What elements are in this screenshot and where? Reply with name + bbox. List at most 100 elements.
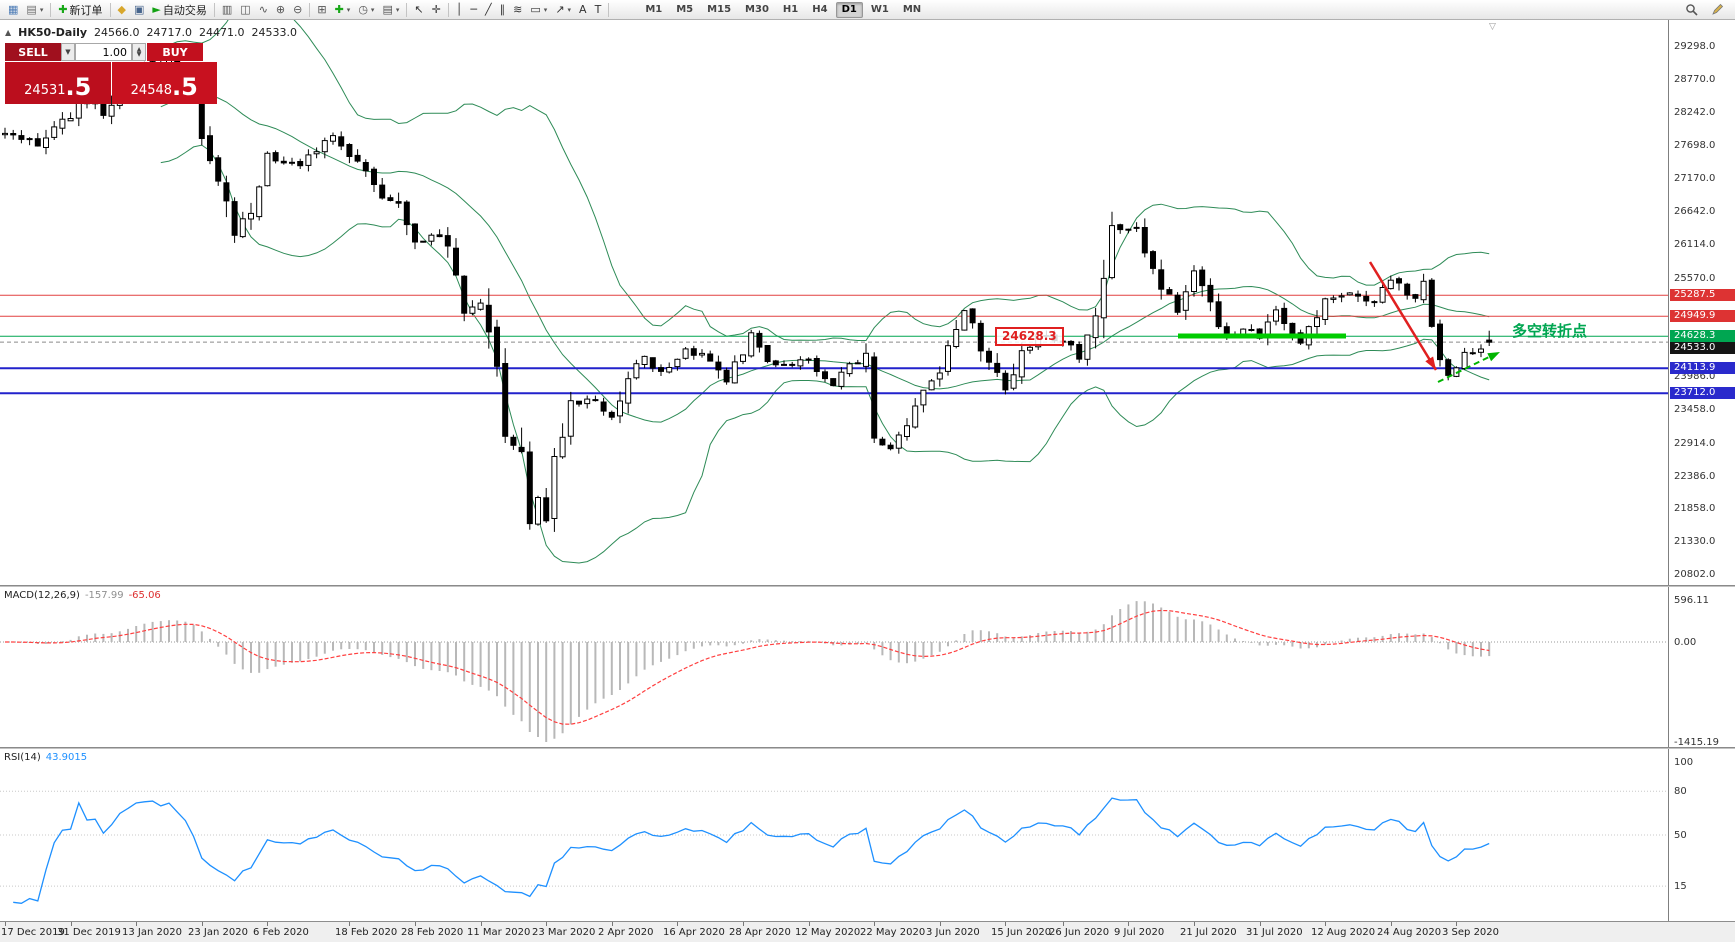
sell-button[interactable]: SELL <box>5 43 61 61</box>
timeframe-m15-button[interactable]: M15 <box>707 4 732 15</box>
chevron-up-icon: ▲ <box>136 46 142 53</box>
price-tick-label: 26114.0 <box>1674 239 1716 250</box>
template-icon: ▤ <box>382 3 393 16</box>
price-callout[interactable]: 24628.3 <box>995 327 1064 346</box>
chart-drawings[interactable] <box>1178 261 1500 383</box>
arrows-button[interactable]: ↗ ▾ <box>551 1 575 18</box>
date-label: 12 May 2020 <box>795 927 861 938</box>
candle <box>936 366 943 387</box>
macd-canvas[interactable] <box>0 587 1668 747</box>
price-tick-label: 27170.0 <box>1674 173 1716 184</box>
bar-chart-button[interactable]: ▥ <box>218 1 236 18</box>
bollinger-upper-band[interactable] <box>160 20 1490 341</box>
candle <box>264 151 271 187</box>
volume-dropdown-button[interactable]: ▼ <box>61 43 75 61</box>
candle <box>707 350 714 362</box>
tile-windows-button[interactable]: ⊞ <box>313 1 330 18</box>
horizontal-line-button[interactable]: ─ <box>466 1 481 18</box>
fibonacci-button[interactable]: ≋ <box>509 1 526 18</box>
quick-edit-button[interactable] <box>1707 1 1728 18</box>
bollinger-lower-band[interactable] <box>160 144 1490 564</box>
rsi-canvas[interactable] <box>0 749 1668 921</box>
candle <box>1125 228 1132 234</box>
date-label: 17 Dec 2019 <box>1 927 65 938</box>
bollinger-middle-band[interactable] <box>160 93 1490 423</box>
candlestick-chart-button[interactable]: ◫ <box>236 1 254 18</box>
periods-button[interactable]: ◷ ▾ <box>354 1 378 18</box>
price-scale[interactable]: 29298.0 28770.0 28242.0 27698.0 27170.0 26642… <box>1668 20 1735 921</box>
indicators-button[interactable]: ✚ ▾ <box>331 1 355 18</box>
zoom-in-button[interactable]: ⊕ <box>272 1 289 18</box>
sell-price-display[interactable]: 24531.5 <box>5 62 111 104</box>
candle <box>10 129 17 140</box>
text-label-button[interactable]: T <box>591 1 606 18</box>
timeframe-d1-button[interactable]: D1 <box>835 1 863 18</box>
search-button[interactable] <box>1681 1 1702 18</box>
autotrading-button[interactable]: ► 自动交易 <box>148 1 210 18</box>
candle <box>289 157 295 166</box>
candle <box>895 431 902 454</box>
candle <box>338 131 345 151</box>
candle <box>1150 250 1156 275</box>
timeframe-m30-button[interactable]: M30 <box>745 4 769 15</box>
candle <box>1461 347 1468 370</box>
turning-point-text[interactable]: 多空转折点 <box>1512 322 1588 340</box>
profiles-button[interactable]: ▤ ▾ <box>22 1 47 18</box>
terminal-button[interactable]: ▣ <box>130 1 148 18</box>
cursor-button[interactable]: ↖ <box>410 1 427 18</box>
text-button[interactable]: A <box>575 1 591 18</box>
timeframe-h4-button[interactable]: H4 <box>812 4 828 15</box>
date-axis[interactable]: 17 Dec 2019 31 Dec 2019 13 Jan 2020 23 Jan … <box>0 921 1735 942</box>
candle <box>1215 293 1222 329</box>
new-order-button[interactable]: ✚ 新订单 <box>54 1 106 18</box>
chart-shift-marker[interactable]: ▽ <box>1489 22 1496 32</box>
date-label: 23 Jan 2020 <box>188 927 248 938</box>
templates-button[interactable]: ▤ ▾ <box>378 1 403 18</box>
timeframe-h1-button[interactable]: H1 <box>782 4 799 15</box>
line-chart-button[interactable]: ∿ <box>255 1 272 18</box>
price-level-badge: 24628.3 <box>1670 330 1735 342</box>
panel-splitter[interactable] <box>0 585 1735 587</box>
zoom-out-button[interactable]: ⊖ <box>289 1 306 18</box>
timeframe-m1-button[interactable]: M1 <box>645 4 663 15</box>
panel-splitter[interactable] <box>0 747 1735 749</box>
candle <box>1371 300 1378 307</box>
volume-spinner[interactable]: ▲ ▼ <box>132 43 146 61</box>
candle <box>313 147 320 159</box>
buy-price-display[interactable]: 24548.5 <box>111 62 217 104</box>
new-chart-button[interactable]: ▦ <box>4 1 22 18</box>
timeframe-mn-button[interactable]: MN <box>902 4 922 15</box>
channel-button[interactable]: ∥ <box>496 1 510 18</box>
metaeditor-button[interactable]: ◆ <box>114 1 130 18</box>
candle <box>1117 223 1124 234</box>
timeframe-w1-button[interactable]: W1 <box>870 4 889 15</box>
date-tick <box>809 922 810 926</box>
zoom-out-icon: ⊖ <box>293 3 303 16</box>
chart-symbol-icon: ▲ <box>5 28 12 37</box>
vertical-line-button[interactable]: │ <box>452 1 467 18</box>
candle <box>576 400 582 407</box>
plus-icon: ✚ <box>58 3 68 16</box>
shapes-button[interactable]: ▭ ▾ <box>526 1 551 18</box>
crosshair-button[interactable]: ✛ <box>428 1 445 18</box>
candle <box>1002 370 1009 395</box>
trendline-button[interactable]: ╱ <box>481 1 496 18</box>
timeframe-m5-button[interactable]: M5 <box>676 4 694 15</box>
price-tick-label: 21330.0 <box>1674 536 1716 547</box>
down-arrow-line[interactable] <box>1368 261 1438 371</box>
candle <box>526 441 533 530</box>
candle <box>1281 302 1288 331</box>
candle <box>26 137 33 146</box>
date-tick <box>267 922 268 926</box>
volume-input[interactable] <box>75 43 132 61</box>
candle <box>34 133 41 147</box>
buy-button[interactable]: BUY <box>147 43 203 61</box>
new-order-button-label: 新订单 <box>69 3 103 17</box>
candle <box>731 355 738 384</box>
timeframe-toolbar: M1 M5 M15 M30 H1 H4 D1 W1 MN <box>638 1 928 18</box>
candle <box>461 275 468 322</box>
channel-icon: ∥ <box>499 3 506 16</box>
candle <box>715 355 722 379</box>
date-label: 31 Dec 2019 <box>57 927 121 938</box>
main-chart-canvas[interactable] <box>0 20 1668 585</box>
